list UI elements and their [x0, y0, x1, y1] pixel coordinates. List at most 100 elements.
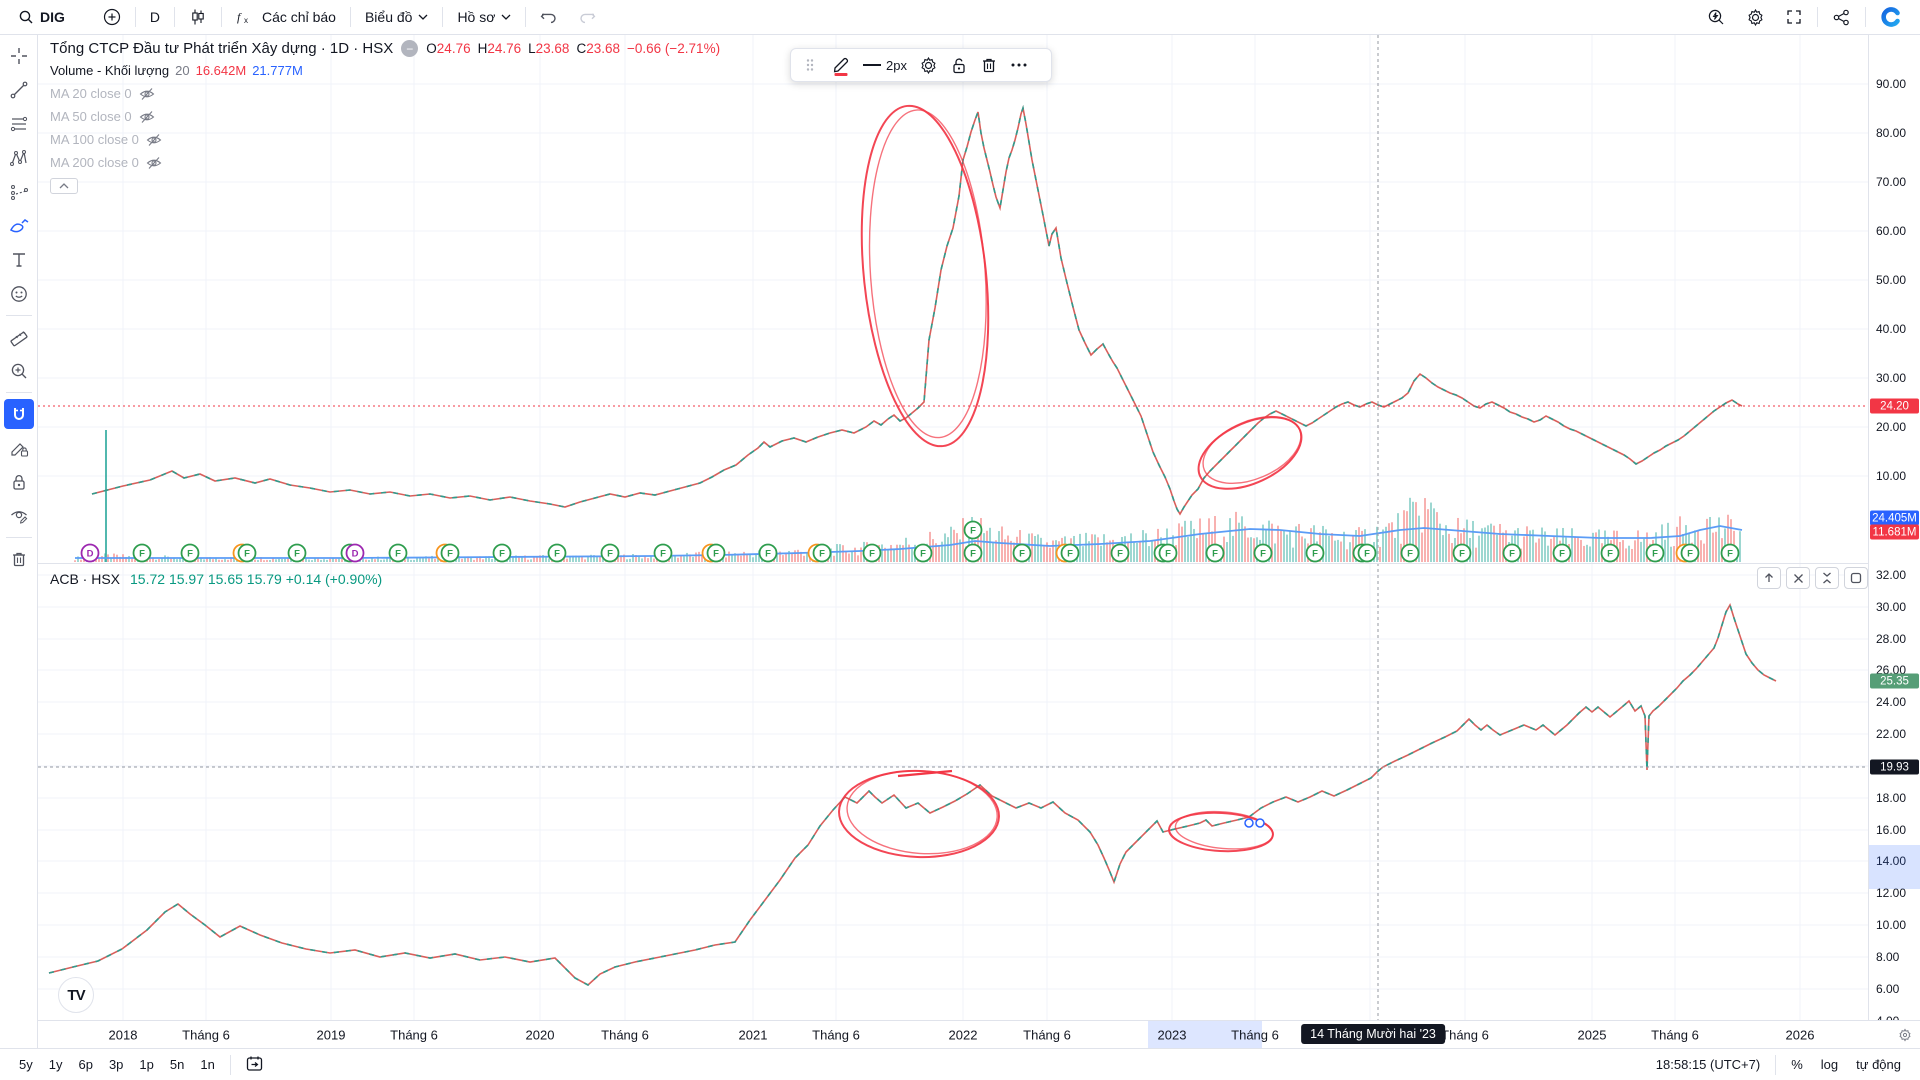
- ma-label: MA 200 close 0: [50, 155, 139, 170]
- unlock-icon: [953, 57, 965, 73]
- pane1-hide-button[interactable]: −: [401, 40, 419, 57]
- legend-collapse-button[interactable]: [50, 178, 78, 194]
- lock-icon: [12, 475, 25, 490]
- fib-retracement-tool[interactable]: [4, 109, 34, 139]
- redo-button[interactable]: [568, 3, 606, 31]
- range-button-5y[interactable]: 5y: [19, 1057, 33, 1072]
- pane2-symbol-title[interactable]: ACB · HSX: [50, 571, 121, 587]
- eye-off-icon[interactable]: [139, 110, 155, 124]
- svg-text:D: D: [87, 548, 94, 559]
- eye-off-icon[interactable]: [139, 87, 155, 101]
- ellipsis-icon: [1011, 63, 1027, 67]
- eye-pencil-icon: [10, 511, 27, 524]
- range-button-1y[interactable]: 1y: [48, 1057, 63, 1072]
- log-scale-button[interactable]: log: [1820, 1057, 1839, 1072]
- compare-add-button[interactable]: [93, 3, 131, 31]
- drawing-mode-lock-button[interactable]: [4, 433, 34, 463]
- price-tick: 30.00: [1876, 371, 1907, 385]
- app-logo[interactable]: [1870, 3, 1912, 31]
- time-axis-highlight: [1148, 1021, 1262, 1048]
- drawing-more-button[interactable]: [1006, 52, 1032, 78]
- brush-tool[interactable]: [4, 211, 34, 241]
- eye-off-icon[interactable]: [146, 133, 162, 147]
- profile-label: Hồ sơ: [457, 9, 496, 25]
- pane-move-up-button[interactable]: [1757, 567, 1781, 589]
- price-tick: 70.00: [1876, 175, 1907, 189]
- floating-drawing-toolbar: 2px: [790, 48, 1052, 82]
- volume-indicator-row[interactable]: Volume - Khối lượng 20 16.642M 21.777M: [50, 63, 720, 78]
- measure-tool[interactable]: [4, 322, 34, 352]
- event-marker-F: [547, 543, 567, 563]
- zoom-in-tool[interactable]: [4, 356, 34, 386]
- quick-search-button[interactable]: [1697, 3, 1736, 31]
- eye-off-icon[interactable]: [146, 156, 162, 170]
- go-to-date-button[interactable]: [239, 1052, 272, 1078]
- trend-line-tool[interactable]: [4, 75, 34, 105]
- coc-coc-logo-icon: [1881, 7, 1900, 27]
- fullscreen-icon: [1787, 10, 1801, 24]
- svg-text:F: F: [970, 548, 976, 559]
- clock-display[interactable]: 18:58:15 (UTC+7): [1655, 1057, 1761, 1072]
- svg-text:F: F: [395, 548, 401, 559]
- toolbar-drag-handle[interactable]: [797, 52, 823, 78]
- zoom-in-icon: [11, 363, 26, 379]
- drawing-lock-button[interactable]: [946, 52, 972, 78]
- pane-collapse-button[interactable]: [1815, 567, 1839, 589]
- event-marker-F: [1060, 543, 1080, 563]
- pane1-symbol-title[interactable]: Tổng CTCP Đầu tư Phát triển Xây dựng · 1…: [50, 40, 394, 57]
- chart-style-button[interactable]: [179, 3, 217, 31]
- range-button-1n[interactable]: 1n: [200, 1057, 215, 1072]
- pane-separator[interactable]: [38, 563, 1868, 564]
- settings-button[interactable]: [1736, 3, 1775, 31]
- drawing-color-button[interactable]: [827, 52, 855, 78]
- trash-icon: [982, 58, 995, 72]
- text-tool[interactable]: [4, 245, 34, 275]
- time-axis-settings-icon[interactable]: [1898, 1028, 1912, 1042]
- fullscreen-button[interactable]: [1775, 3, 1813, 31]
- svg-text:F: F: [1212, 548, 1218, 559]
- percent-scale-button[interactable]: %: [1791, 1057, 1803, 1072]
- layout-menu-button[interactable]: Biểu đồ: [355, 3, 438, 31]
- price-axis[interactable]: 90.00 80.00 70.00 60.00 50.00 40.00 30.00 20.00…: [1868, 35, 1920, 1028]
- price-tick: 32.00: [1876, 568, 1907, 582]
- pattern-tool[interactable]: [4, 143, 34, 173]
- crosshair-tool[interactable]: [4, 41, 34, 71]
- emoji-tool[interactable]: [4, 279, 34, 309]
- magnet-mode-button[interactable]: [3, 399, 34, 429]
- svg-text:F: F: [499, 548, 505, 559]
- brush-icon: [9, 219, 28, 233]
- line-width-button[interactable]: 2px: [859, 52, 911, 78]
- share-button[interactable]: [1822, 3, 1861, 31]
- pane-maximize-button[interactable]: [1844, 567, 1868, 589]
- event-marker-F: [963, 543, 983, 563]
- range-button-3p[interactable]: 3p: [108, 1057, 124, 1072]
- gear-icon: [921, 56, 936, 74]
- symbol-search-button[interactable]: DIG: [8, 3, 75, 31]
- auto-scale-button[interactable]: tự động: [1856, 1057, 1901, 1072]
- event-marker-F: [1552, 543, 1572, 563]
- lock-all-drawings-button[interactable]: [4, 467, 34, 497]
- range-button-1p[interactable]: 1p: [139, 1057, 154, 1072]
- ma-indicator-row[interactable]: MA 100 close 0: [50, 132, 720, 147]
- ma-indicator-row[interactable]: MA 200 close 0: [50, 155, 720, 170]
- grid: [38, 35, 1868, 1022]
- svg-text:F: F: [244, 548, 250, 559]
- hide-all-drawings-button[interactable]: [4, 501, 34, 531]
- interval-button[interactable]: D: [140, 3, 170, 31]
- drawing-settings-button[interactable]: [915, 52, 942, 78]
- time-axis[interactable]: 14 Tháng Mười hai '23 2018 Tháng 6 2019 Thá…: [38, 1020, 1920, 1048]
- pane-close-button[interactable]: [1786, 567, 1810, 589]
- ma-label: MA 50 close 0: [50, 109, 132, 124]
- range-button-6p[interactable]: 6p: [78, 1057, 93, 1072]
- tradingview-logo[interactable]: TV: [58, 977, 94, 1013]
- undo-button[interactable]: [530, 3, 568, 31]
- range-button-5n[interactable]: 5n: [169, 1057, 185, 1072]
- ma-indicator-row[interactable]: MA 20 close 0: [50, 86, 720, 101]
- remove-all-drawings-button[interactable]: [4, 544, 34, 574]
- forecast-tool[interactable]: [4, 177, 34, 207]
- ma-indicator-row[interactable]: MA 50 close 0: [50, 109, 720, 124]
- drawing-delete-button[interactable]: [976, 52, 1002, 78]
- profile-menu-button[interactable]: Hồ sơ: [447, 3, 521, 31]
